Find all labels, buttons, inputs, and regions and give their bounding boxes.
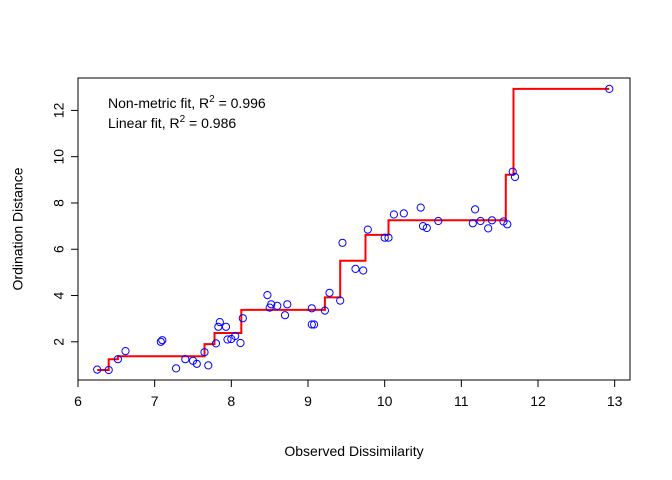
data-point <box>422 223 431 233</box>
data-point <box>214 322 223 331</box>
linear-fit-annotation: Linear fit, R2 = 0.986 <box>108 114 236 131</box>
data-point <box>310 320 319 329</box>
x-tick-label: 10 <box>377 393 393 409</box>
x-tick-label: 12 <box>530 393 546 409</box>
data-point <box>113 355 123 364</box>
data-point <box>338 238 347 247</box>
data-point <box>121 347 130 356</box>
data-point <box>223 335 232 344</box>
data-point <box>476 216 485 226</box>
data-point <box>384 233 393 242</box>
anno-1-suffix: = 0.996 <box>215 95 266 111</box>
y-axis: 2 4 6 8 10 12 <box>51 102 79 346</box>
data-point <box>221 322 231 331</box>
data-point <box>172 364 181 373</box>
data-point <box>267 300 276 309</box>
x-tick-label: 9 <box>304 393 312 409</box>
data-point <box>215 318 224 327</box>
anno-1-sup: 2 <box>209 94 215 105</box>
x-tick-label: 7 <box>151 393 159 409</box>
data-point <box>503 220 512 229</box>
nonmetric-fit-annotation: Non-metric fit, R2 = 0.996 <box>108 94 266 111</box>
y-tick-label: 8 <box>51 199 67 207</box>
data-point <box>283 300 292 309</box>
data-point <box>508 167 517 176</box>
data-point <box>104 365 113 375</box>
data-point <box>336 296 345 305</box>
data-point <box>416 203 425 212</box>
data-point <box>363 225 372 234</box>
data-point <box>236 338 245 348</box>
data-point <box>156 337 165 346</box>
point-layer <box>93 84 614 375</box>
data-point <box>487 216 497 225</box>
data-point <box>181 355 190 364</box>
x-tick-label: 13 <box>607 393 623 409</box>
data-point <box>359 266 368 275</box>
data-point <box>192 359 201 368</box>
data-point <box>231 331 240 341</box>
x-tick-label: 11 <box>454 393 469 409</box>
data-point <box>158 336 167 345</box>
data-point <box>273 301 282 310</box>
data-point <box>380 233 389 242</box>
data-point <box>418 222 428 231</box>
y-axis-title: Ordination Distance <box>10 167 26 290</box>
anno-1-prefix: Non-metric fit, R <box>108 95 209 111</box>
data-point <box>200 348 209 357</box>
data-point <box>320 306 329 315</box>
step-fit-line <box>97 87 610 371</box>
x-axis: 6 7 8 9 10 11 12 13 <box>74 379 623 409</box>
x-axis-title: Observed Dissimilarity <box>284 443 423 459</box>
y-tick-label: 4 <box>51 291 67 299</box>
data-point <box>351 264 360 273</box>
data-point <box>211 339 221 348</box>
nonmetric-step-fit <box>97 87 610 371</box>
data-point <box>204 361 213 370</box>
x-tick-label: 8 <box>227 393 235 409</box>
data-point <box>93 365 102 374</box>
y-tick-label: 12 <box>51 102 67 118</box>
data-point <box>399 209 408 218</box>
data-point <box>263 291 272 300</box>
data-point <box>238 314 247 323</box>
anno-2-prefix: Linear fit, R <box>108 115 180 131</box>
data-point <box>434 216 443 226</box>
anno-2-sup: 2 <box>180 114 186 125</box>
data-point <box>510 172 520 182</box>
y-tick-label: 10 <box>51 149 67 165</box>
data-point <box>307 304 316 313</box>
anno-2-suffix: = 0.986 <box>185 115 236 131</box>
y-tick-label: 2 <box>51 338 67 346</box>
data-point <box>307 320 316 329</box>
y-tick-label: 6 <box>51 245 67 253</box>
data-point <box>605 84 614 94</box>
data-point <box>484 224 493 233</box>
data-point <box>280 311 290 320</box>
data-point <box>389 210 398 219</box>
data-point <box>468 219 477 228</box>
data-point <box>471 205 480 214</box>
x-tick-label: 6 <box>74 393 82 409</box>
data-point <box>325 288 334 297</box>
